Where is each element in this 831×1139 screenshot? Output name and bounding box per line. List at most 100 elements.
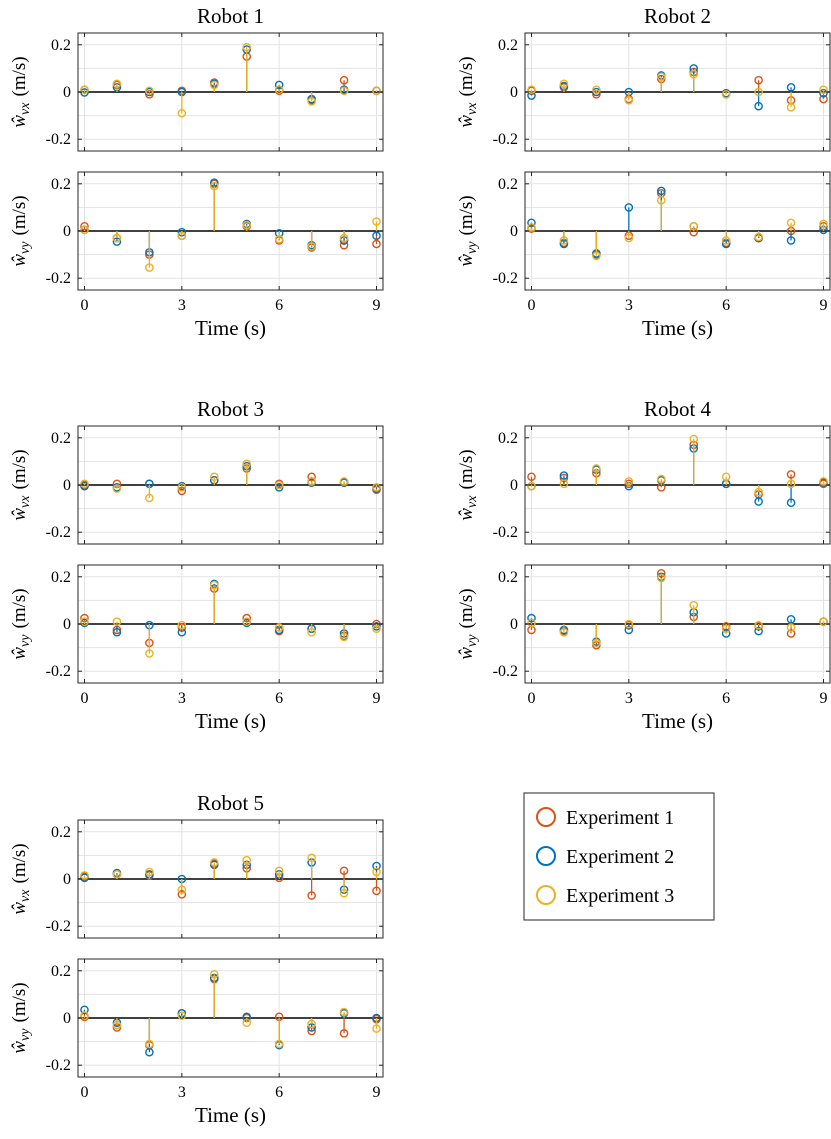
- y-tick-label: 0.2: [51, 176, 71, 193]
- data-point: [209, 858, 219, 867]
- data-point: [274, 85, 284, 94]
- x-tick-label: 6: [275, 690, 283, 707]
- data-point: [372, 867, 381, 877]
- y-tick-label: -0.2: [46, 524, 71, 541]
- data-point: [559, 79, 569, 89]
- y-axis-label: ŵvx(m/s): [9, 843, 33, 914]
- data-point: [559, 479, 569, 489]
- x-tick-label: 3: [625, 297, 633, 314]
- data-point: [624, 95, 634, 105]
- data-point: [689, 434, 699, 444]
- data-point: [177, 227, 187, 237]
- x-tick-label: 6: [722, 297, 730, 314]
- data-point: [112, 233, 122, 243]
- data-point: [145, 867, 154, 877]
- y-tick-label: 0.2: [498, 430, 518, 447]
- data-point: [274, 480, 284, 490]
- data-point: [177, 620, 187, 630]
- data-point: [242, 220, 252, 230]
- data-point: [786, 498, 796, 508]
- y-axis-label: ŵvx(m/s): [9, 449, 33, 520]
- panel-vy: 0.2 0 -0.2 ŵvy(m/s): [9, 171, 384, 291]
- data-point: [754, 626, 763, 636]
- robot-chart-4: Robot 40.20-0.2ŵvx(m/s)0.20-0.2ŵvy(m/s)0…: [456, 397, 831, 733]
- legend-entry: Experiment 3: [566, 885, 674, 907]
- data-point: [624, 233, 634, 243]
- data-point: [624, 477, 634, 486]
- data-point: [786, 479, 796, 489]
- data-point: [372, 886, 381, 896]
- data-point: [786, 623, 796, 632]
- data-point: [80, 1005, 89, 1015]
- data-point: [242, 1018, 252, 1028]
- data-point: [274, 623, 284, 632]
- data-point: [819, 88, 828, 98]
- data-point: [721, 624, 731, 634]
- data-point: [372, 217, 381, 226]
- data-point: [372, 624, 381, 634]
- y-axis-label: ŵvy(m/s): [9, 195, 33, 266]
- x-tick-label: 0: [80, 1084, 88, 1101]
- y-tick-label: 0.2: [51, 963, 71, 980]
- y-tick-label: -0.2: [46, 663, 71, 680]
- panel-vx: 0.2 0 -0.2 ŵvx(m/s): [456, 425, 831, 545]
- data-point: [721, 90, 731, 99]
- data-point: [754, 101, 763, 111]
- data-point: [112, 79, 122, 89]
- x-tick-label: 9: [373, 690, 381, 707]
- data-point: [80, 617, 89, 626]
- legend-entry: Experiment 2: [566, 846, 674, 868]
- y-tick-label: 0.2: [498, 569, 518, 586]
- data-point: [754, 497, 763, 506]
- panel-vy: 0.2 0 -0.2 ŵvy(m/s): [456, 171, 831, 291]
- x-tick-label: 9: [820, 690, 828, 707]
- data-point: [786, 629, 796, 638]
- data-point: [786, 218, 796, 228]
- legend-entry: Experiment 1: [566, 807, 674, 829]
- chart-title: Robot 4: [644, 397, 712, 421]
- legend-marker: [536, 807, 556, 827]
- x-tick-label: 3: [178, 1084, 186, 1101]
- data-point: [754, 232, 763, 242]
- data-point: [112, 627, 122, 637]
- data-point: [177, 890, 187, 899]
- data-point: [112, 1020, 122, 1030]
- data-point: [819, 85, 828, 94]
- y-tick-label: -0.2: [46, 918, 71, 935]
- data-point: [656, 474, 666, 484]
- data-point: [339, 866, 349, 876]
- data-point: [145, 649, 154, 658]
- x-tick-label: 6: [275, 297, 283, 314]
- panel-vx: 0.2 0 -0.2 ŵvx(m/s): [9, 425, 384, 545]
- data-point: [527, 613, 536, 623]
- panel-vy: 0.2 0 -0.2 ŵvy(m/s): [456, 564, 831, 684]
- data-point: [527, 472, 536, 482]
- panel-vx: 0.2 0 -0.2 ŵvx(m/s): [456, 32, 831, 152]
- data-point: [80, 873, 89, 883]
- data-point: [339, 1007, 349, 1017]
- data-point: [307, 97, 316, 106]
- y-tick-label: 0.2: [51, 37, 71, 54]
- y-tick-label: 0: [63, 477, 71, 494]
- robot-chart-1: Robot 10.20-0.2ŵvx(m/s)0.20-0.2ŵvy(m/s)0…: [9, 4, 384, 340]
- data-point: [339, 233, 349, 243]
- data-point: [209, 80, 219, 90]
- x-axis-label: Time (s): [195, 316, 266, 340]
- data-point: [592, 87, 601, 97]
- x-tick-label: 9: [373, 297, 381, 314]
- x-axis-label: Time (s): [642, 316, 713, 340]
- panel-vy: 0.2 0 -0.2 ŵvy(m/s): [9, 564, 384, 684]
- data-point: [372, 86, 381, 96]
- data-point: [177, 483, 187, 492]
- data-point: [527, 618, 536, 628]
- data-point: [274, 80, 284, 90]
- data-point: [80, 479, 89, 489]
- y-tick-label: -0.2: [46, 270, 71, 287]
- data-point: [592, 464, 601, 473]
- y-tick-label: 0: [63, 84, 71, 101]
- data-point: [624, 625, 634, 635]
- data-point: [145, 263, 154, 272]
- data-point: [177, 1011, 187, 1020]
- data-point: [177, 885, 187, 894]
- data-point: [80, 481, 89, 491]
